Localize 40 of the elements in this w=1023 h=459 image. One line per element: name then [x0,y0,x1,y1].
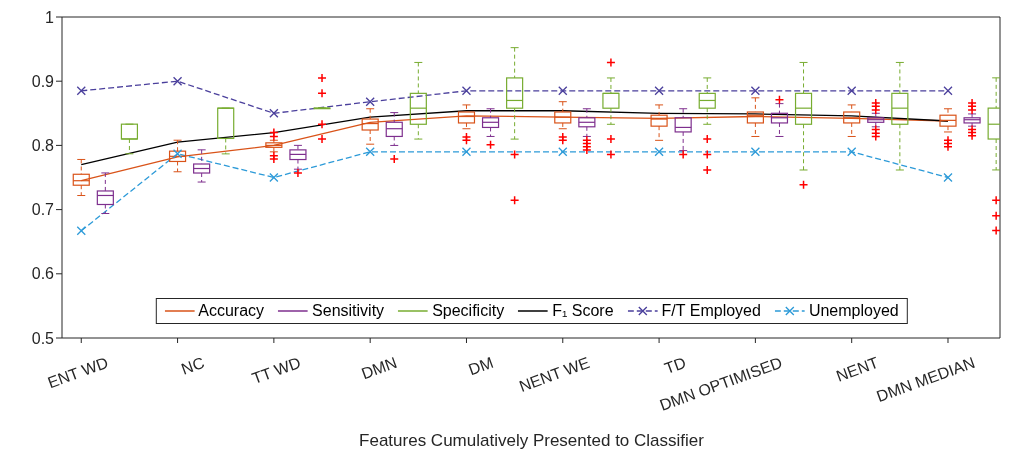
point [365,147,375,157]
x-tick-label: TT WD [249,353,303,388]
y-tick-label: 1 [45,8,55,26]
point [654,86,664,96]
legend-label: Unemployed [808,302,899,320]
y-tick-label: 0.6 [31,265,55,283]
y-tick-label: 0.5 [31,329,55,347]
legend-label: F/T Employed [661,302,761,320]
y-tick-label: 0.7 [31,201,55,219]
point [750,86,761,96]
point [172,76,183,86]
x-tick-label: TD [662,353,689,378]
point [943,172,953,183]
y-tick-label: 0.9 [31,72,55,90]
point [269,172,279,183]
point [943,86,953,96]
point [750,147,761,157]
point [847,86,857,96]
x-tick-label: NENT [833,353,881,385]
point [461,86,472,96]
x-tick-label: NC [179,353,207,378]
x-tick-label: ENT WD [45,353,111,392]
point [847,147,857,157]
y-tick-label: 0.8 [31,137,55,155]
point [654,147,664,157]
legend-label: Accuracy [198,302,265,320]
legend-label: Specificity [432,302,505,320]
legend-label: F₁ Score [552,302,614,320]
x-tick-label: DM [466,353,496,379]
x-tick-label: NENT WE [516,353,592,395]
point [76,86,86,96]
point [269,108,279,118]
x-tick-label: DMN [359,353,400,383]
point [558,86,568,96]
legend-label: Sensitivity [312,302,385,320]
x-axis-title: Features Cumulatively Presented to Classifier [358,431,705,451]
point [558,147,568,157]
point [365,97,375,107]
point [76,226,86,236]
point [461,147,472,157]
